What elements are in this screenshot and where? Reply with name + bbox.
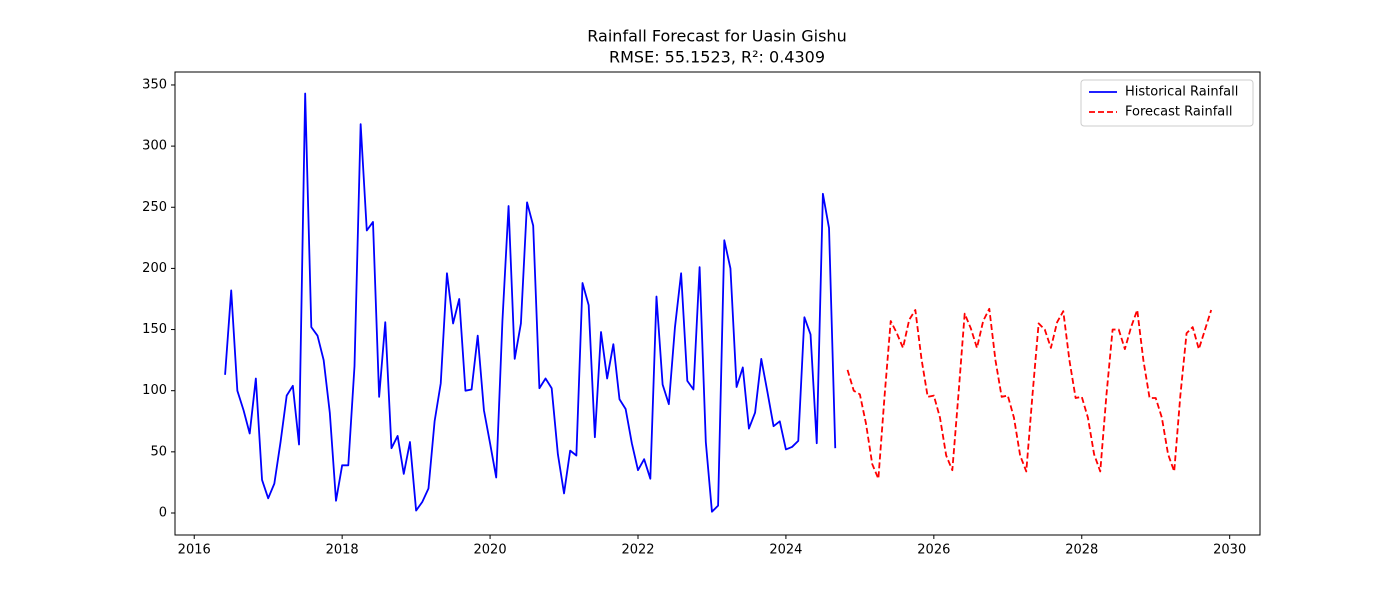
y-tick-label: 50 [150, 444, 167, 459]
x-tick-label: 2022 [621, 543, 654, 558]
x-tick-label: 2026 [917, 543, 950, 558]
plot-frame [174, 71, 1261, 536]
x-tick-label: 2018 [326, 543, 359, 558]
y-tick-label: 200 [142, 261, 167, 276]
y-tick-label: 350 [142, 77, 167, 92]
x-tick-label: 2030 [1213, 543, 1246, 558]
y-tick-label: 150 [142, 322, 167, 337]
x-tick-label: 2020 [474, 543, 507, 558]
y-tick-label: 0 [159, 505, 167, 520]
y-tick-label: 250 [142, 200, 167, 215]
series-line [846, 307, 1213, 480]
x-tick-label: 2028 [1065, 543, 1098, 558]
chart-subtitle: RMSE: 55.1523, R²: 0.4309 [609, 48, 825, 67]
legend-label: Forecast Rainfall [1125, 105, 1232, 120]
series-line [224, 92, 837, 513]
x-tick-label: 2016 [178, 543, 211, 558]
y-tick-label: 300 [142, 139, 167, 154]
x-tick-label: 2024 [769, 543, 802, 558]
legend-box [1080, 79, 1254, 127]
y-tick-label: 100 [142, 383, 167, 398]
legend-label: Historical Rainfall [1125, 85, 1238, 100]
chart-title: Rainfall Forecast for Uasin Gishu [587, 27, 846, 46]
